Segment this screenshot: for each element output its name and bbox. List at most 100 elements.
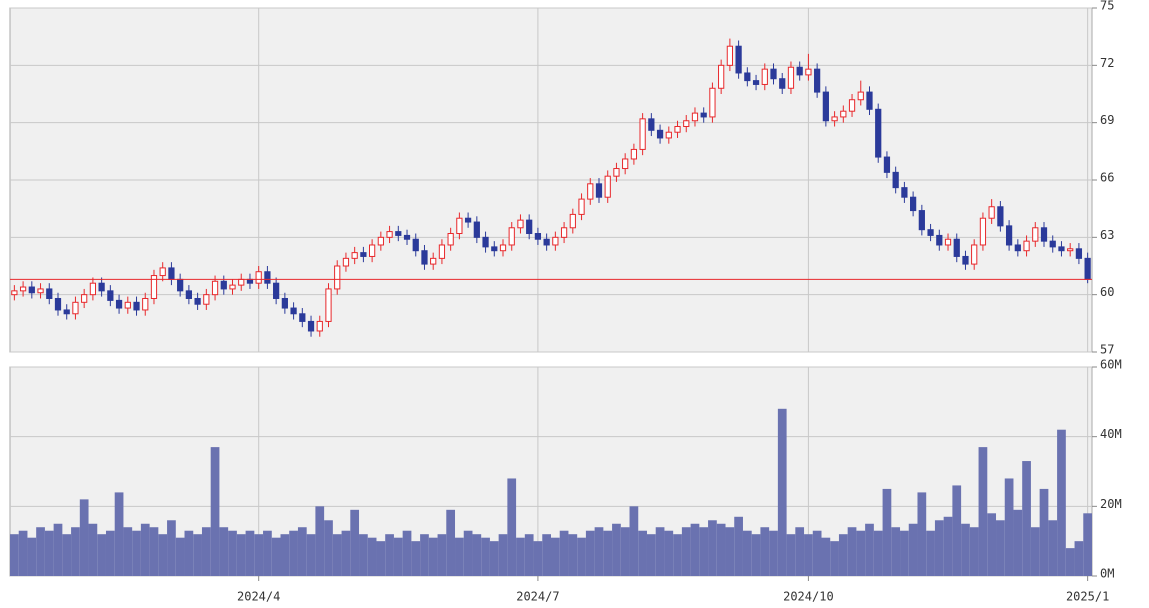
candle-body [892,171,899,189]
volume-bar [210,447,220,576]
candle-body [115,299,123,309]
x-tick-label: 2024/10 [783,590,834,604]
volume-bar [236,534,246,576]
candle-body [796,66,803,76]
candle-body [142,297,149,311]
candle-body [674,125,681,133]
volume-bar [847,527,857,576]
volume-bar [856,530,866,576]
candle-body [299,313,306,322]
candle-body [107,290,114,301]
volume-bar [437,534,447,576]
candle-body [988,206,995,219]
volume-bar [777,408,787,576]
candle-body [656,129,664,139]
candle-body [98,282,105,292]
volume-bar [184,530,194,576]
volume-bar [36,527,45,576]
volume-bar [1013,509,1023,576]
candle-body [569,213,576,229]
volume-bar [516,537,525,576]
volume-bar [612,523,621,576]
candle-body [1049,240,1056,248]
volume-bar [79,499,89,576]
candle-body [517,219,524,229]
volume-bar [18,530,28,576]
volume-bar [88,523,98,576]
candle-body [351,252,358,259]
volume-bar [594,527,604,576]
candle-body [997,206,1004,227]
candle-body [63,309,70,315]
candle-body [185,290,192,299]
volume-bar [132,530,141,576]
volume-bar [708,520,717,576]
volume-bar [1039,488,1049,576]
candle-body [595,183,603,198]
candle-body [560,227,568,238]
y-tick-label: 60M [1100,358,1122,372]
volume-bar [1048,520,1058,576]
x-tick-label: 2024/7 [516,590,559,604]
volume-bar [254,534,264,576]
volume-bar [646,534,656,576]
candle-body [857,91,864,101]
candle-body [683,120,690,127]
volume-bar [934,520,944,576]
candle-body [779,78,786,89]
volume-bar [463,530,473,576]
candle-body [89,282,97,296]
volume-bar [585,530,595,576]
candle-body [735,45,742,74]
volume-bar [332,534,342,576]
candle-body [752,80,760,85]
volume-bar [769,530,778,576]
candle-body [168,267,175,280]
candle-body [273,282,280,299]
candle-body [1014,244,1021,252]
candle-body [814,68,821,93]
candle-body [421,250,428,265]
volume-bar [812,530,822,576]
volume-bar [123,527,133,576]
candle-body [307,320,315,332]
volume-bar [917,492,927,576]
volume-bar [830,541,839,576]
y-tick-label: 75 [1100,0,1114,13]
volume-bar [53,523,63,576]
candle-body [1075,248,1083,259]
candle-body [1084,257,1091,280]
volume-bar [804,534,813,576]
candle-body [412,238,419,252]
candle-body [805,68,812,76]
candle-body [534,233,542,240]
candle-body [927,229,934,236]
volume-bar [620,527,630,576]
volume-bar [865,523,874,576]
volume-bar [821,537,831,576]
volume-bar [568,534,578,576]
volume-bar [900,530,909,576]
volume-bar [228,530,237,576]
volume-bar [167,520,176,576]
candle-body [177,278,184,292]
x-tick-label: 2024/4 [237,590,280,604]
volume-bar [455,537,464,576]
candle-body [953,238,960,257]
candle-body [840,110,847,118]
volume-bar [271,537,281,576]
candle-body [473,221,480,238]
candle-body [464,217,472,223]
volume-bar [577,537,586,576]
candle-body [691,112,699,122]
y-tick-label: 0M [1100,567,1114,581]
candle-body [11,290,18,296]
candle-body [526,219,533,235]
volume-bar [411,541,421,576]
volume-bar [341,530,351,576]
candle-body [709,87,716,118]
volume-bar [734,516,743,576]
volume-bar [760,527,770,576]
candle-body [718,64,725,89]
candle-body [508,227,515,246]
